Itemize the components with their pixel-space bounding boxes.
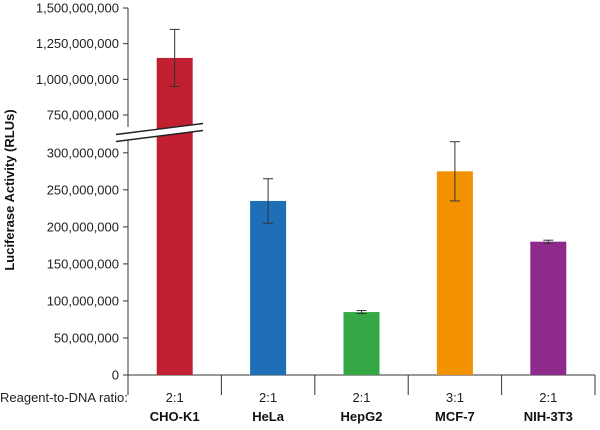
y-axis-title: Luciferase Activity (RLUs) xyxy=(2,109,17,270)
ratio-label-hela: 2:1 xyxy=(259,390,277,405)
y-tick-label: 1,000,000,000 xyxy=(36,72,119,87)
y-tick-label: 100,000,000 xyxy=(47,293,119,308)
y-tick-label: 1,250,000,000 xyxy=(36,36,119,51)
y-tick-label: 200,000,000 xyxy=(47,219,119,234)
ratio-label-mcf-7: 3:1 xyxy=(446,390,464,405)
category-label-nih-3t3: NIH-3T3 xyxy=(524,409,573,424)
ratio-label-cho-k1: 2:1 xyxy=(166,390,184,405)
bar-nih-3t3 xyxy=(530,241,567,375)
ratio-label-nih-3t3: 2:1 xyxy=(539,390,557,405)
y-tick-label: 250,000,000 xyxy=(47,182,119,197)
bar-cho-k1 xyxy=(156,57,193,375)
ratio-row-label: Reagent-to-DNA ratio: xyxy=(0,390,128,405)
category-label-hepg2: HepG2 xyxy=(341,409,383,424)
category-label-cho-k1: CHO-K1 xyxy=(150,409,200,424)
bar-hepg2 xyxy=(343,312,380,375)
category-label-hela: HeLa xyxy=(252,409,285,424)
y-tick-label: 300,000,000 xyxy=(47,145,119,160)
y-tick-label: 750,000,000 xyxy=(47,108,119,123)
bar-mcf-7 xyxy=(436,171,473,375)
y-tick-label: 0 xyxy=(112,368,119,383)
bar-hela xyxy=(250,200,287,375)
axis-break-mark-top xyxy=(115,122,204,136)
category-label-mcf-7: MCF-7 xyxy=(435,409,475,424)
axis-break-gap xyxy=(116,123,203,142)
ratio-label-hepg2: 2:1 xyxy=(352,390,370,405)
y-tick-label: 50,000,000 xyxy=(54,330,119,345)
axis-break-mark-bottom xyxy=(115,129,204,143)
y-tick-label: 150,000,000 xyxy=(47,256,119,271)
y-tick-label: 1,500,000,000 xyxy=(36,1,119,16)
plot-area: 0 50,000,000 100,000,000 150,000,000 200,000… xyxy=(36,1,596,424)
